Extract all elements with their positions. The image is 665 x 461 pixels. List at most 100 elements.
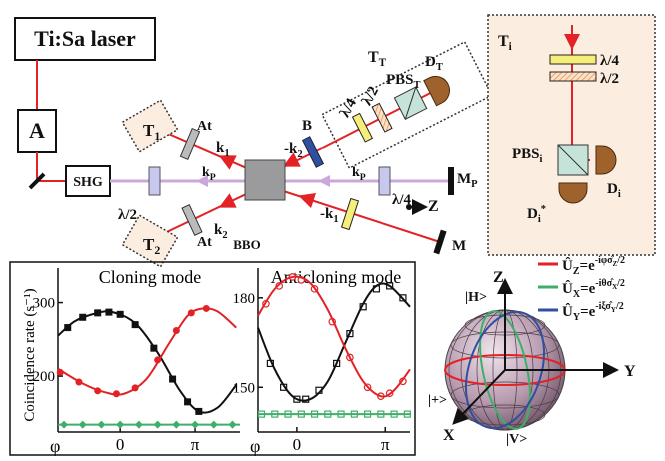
arrow (226, 201, 232, 204)
label: TT (368, 49, 387, 69)
legend-exp-end: /2 (615, 301, 624, 312)
label-text: A (29, 118, 45, 143)
waveplate (353, 113, 373, 142)
label-text: T (498, 33, 509, 50)
setup (15, 18, 492, 267)
legend-exp-end: /2 (616, 278, 625, 289)
label-text: PBS (512, 146, 540, 162)
label-subscript: 2 (222, 230, 227, 241)
label-subscript: T (414, 80, 421, 91)
label: λ/4 (600, 53, 620, 69)
x-axis-label: φ (50, 436, 60, 456)
label-text: At (197, 119, 212, 134)
arrow (306, 198, 312, 200)
mirror (433, 230, 446, 255)
bloch-sphere: Z Y X |H> |V> |+> (428, 264, 636, 447)
legend-eq: =e (580, 281, 596, 297)
label-subscript: 2 (154, 243, 160, 257)
label: DT (425, 54, 443, 73)
label: Z (428, 198, 439, 215)
attenuator (182, 205, 202, 236)
fit-curve (258, 283, 410, 400)
y-tick-label: 180 (233, 291, 256, 307)
detector (424, 72, 455, 106)
legend-eq: =e (580, 258, 596, 274)
x-tick-label: 0 (116, 435, 125, 454)
label: A (29, 118, 45, 143)
fit-curve (58, 311, 236, 412)
label-text: -k (284, 141, 298, 157)
waveplate (149, 167, 160, 195)
inset (488, 15, 655, 255)
label-subscript: P (471, 179, 478, 190)
page: Cloning modeCoincidence rate (s⁻¹)φ20030… (0, 0, 665, 461)
state-label: |+> (428, 393, 447, 408)
label-subscript: 2 (297, 149, 302, 160)
label-subscript: i (540, 154, 543, 165)
label-text: k (202, 165, 210, 180)
label: BBO (233, 237, 260, 252)
label-text: T (368, 49, 379, 66)
label: Ti:Sa laser (34, 26, 136, 51)
waveplate (550, 55, 596, 64)
arrow (290, 160, 296, 163)
y-tick-label: 150 (233, 380, 256, 396)
legend-op: Û (562, 280, 573, 297)
legend-entry: ÛX=e-iθσ̂X/2 (562, 278, 625, 300)
label-subscript: P (360, 172, 366, 183)
x-tick-label: π (381, 435, 390, 454)
legend-entry: ÛY=e-iξσ̂Y/2 (562, 301, 624, 323)
label: λ/4 (392, 192, 412, 208)
label-subscript: P (210, 172, 216, 183)
mirror (448, 167, 454, 195)
label: PBST (386, 72, 421, 91)
label: SHG (73, 175, 103, 190)
label-text: -k (320, 206, 334, 222)
label: B (302, 118, 312, 134)
label-subscript: i (538, 214, 541, 225)
legend-exp-end: /2 (616, 255, 625, 266)
x-axis-label: φ (250, 436, 260, 456)
label-text: At (197, 235, 212, 250)
legend-op: Û (562, 257, 573, 274)
arrow (318, 175, 330, 187)
label-text: T (143, 235, 155, 254)
charts: Cloning modeCoincidence rate (s⁻¹)φ20030… (22, 267, 410, 456)
label-text: D (527, 206, 538, 222)
blocker (303, 137, 324, 167)
label: λ/2 (600, 71, 619, 87)
label-text: λ/4 (392, 192, 412, 208)
label-text: T (143, 121, 155, 140)
label-text: Z (428, 198, 439, 215)
label-text: BBO (233, 237, 260, 252)
label: λ/2 (118, 207, 137, 223)
label-superscript: * (541, 204, 546, 215)
label-subscript: 1 (333, 214, 338, 225)
label: At (197, 119, 212, 134)
label-subscript: i (618, 189, 621, 200)
x-tick-label: π (191, 435, 200, 454)
label-subscript: 1 (224, 148, 229, 159)
chart-title: Cloning mode (99, 267, 202, 287)
label: At (197, 235, 212, 250)
waveplate (379, 167, 390, 195)
waveplate (372, 103, 392, 132)
state-label: |H> (465, 290, 487, 305)
label-text: D (425, 54, 436, 70)
bbo-crystal (245, 160, 285, 200)
label-text: λ/2 (600, 71, 619, 87)
axis-label: Y (624, 363, 636, 380)
label-subscript: T (436, 62, 443, 73)
legend-op: Û (562, 303, 573, 320)
legend-entry: ÛZ=e-iφσ̂Z/2 (562, 255, 625, 277)
label: MP (457, 171, 478, 190)
label-subscript: 1 (154, 129, 160, 143)
axis-label: Z (493, 269, 504, 286)
label: M (452, 238, 466, 254)
y-tick-label: 300 (33, 296, 56, 312)
label-text: B (302, 118, 312, 134)
label: -k2 (284, 141, 303, 160)
label-text: M (457, 171, 471, 187)
label-text: D (607, 181, 618, 197)
label-text: Ti:Sa laser (34, 26, 136, 51)
